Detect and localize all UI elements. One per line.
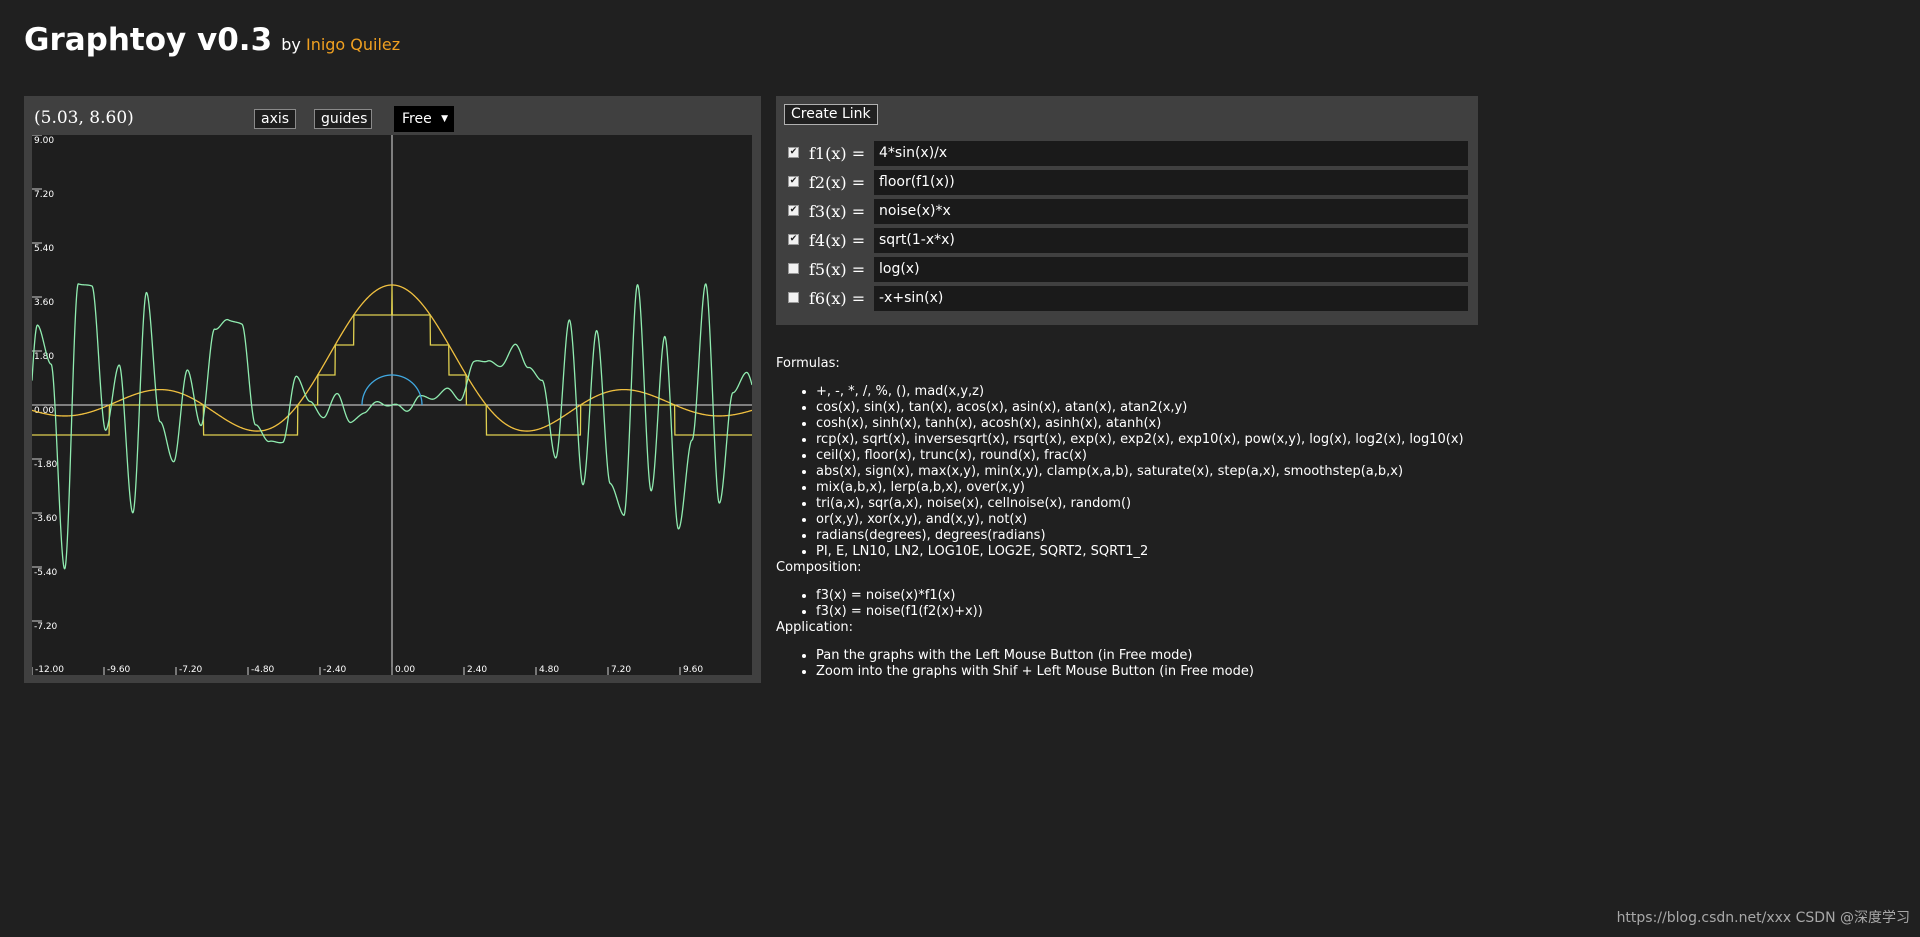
formula-item: or(x,y), xor(x,y), and(x,y), not(x) — [816, 512, 1516, 528]
function-checkbox[interactable]: ✔ — [788, 176, 799, 187]
plot-svg[interactable]: -12.00 -9.60 -7.20 -4.80 -2.40 0.00 2.40 4.80 7.… — [32, 135, 752, 675]
y-tick-label: 3.60 — [34, 298, 54, 308]
function-label: f4(x) = — [809, 231, 866, 250]
formulas-list: +, -, *, /, %, (), mad(x,y,z)cos(x), sin… — [776, 384, 1516, 560]
application-list: Pan the graphs with the Left Mouse Butto… — [776, 648, 1516, 680]
function-label: f6(x) = — [809, 289, 866, 308]
formula-item: ceil(x), floor(x), trunc(x), round(x), f… — [816, 448, 1516, 464]
formula-item: +, -, *, /, %, (), mad(x,y,z) — [816, 384, 1516, 400]
formula-item: cosh(x), sinh(x), tanh(x), acosh(x), asi… — [816, 416, 1516, 432]
y-tick-label: -7.20 — [34, 622, 58, 632]
author-link[interactable]: Inigo Quilez — [305, 35, 401, 54]
function-input[interactable] — [874, 199, 1468, 224]
x-tick-label: -2.40 — [323, 665, 347, 675]
function-input[interactable] — [874, 228, 1468, 253]
composition-item: f3(x) = noise(x)*f1(x) — [816, 588, 1516, 604]
formula-item: mix(a,b,x), lerp(a,b,x), over(x,y) — [816, 480, 1516, 496]
formulas-title: Formulas: — [776, 356, 840, 371]
f4-curve — [361, 374, 423, 406]
function-row: ✔ f2(x) = — [776, 170, 1478, 202]
function-input[interactable] — [874, 286, 1468, 311]
f2-curve — [32, 284, 752, 436]
formula-item: radians(degrees), degrees(radians) — [816, 528, 1516, 544]
formula-item: rcp(x), sqrt(x), inversesqrt(x), rsqrt(x… — [816, 432, 1516, 448]
mode-value: Free — [402, 111, 432, 127]
function-label: f2(x) = — [809, 173, 866, 192]
y-tick-label: -3.60 — [34, 514, 58, 524]
function-checkbox[interactable]: ✔ — [788, 234, 799, 245]
y-tick-label: 0.00 — [34, 406, 54, 416]
function-checkbox[interactable] — [788, 263, 799, 274]
function-row: f5(x) = — [776, 257, 1478, 289]
app-title: Graphtoy v0.3 — [24, 22, 273, 58]
formula-item: cos(x), sin(x), tan(x), acos(x), asin(x)… — [816, 400, 1516, 416]
x-tick-label: 9.60 — [683, 665, 703, 675]
function-row: ✔ f4(x) = — [776, 228, 1478, 260]
application-title: Application: — [776, 620, 854, 635]
application-item: Zoom into the graphs with Shif + Left Mo… — [816, 664, 1516, 680]
y-tick-label: 1.80 — [34, 352, 54, 362]
x-tick-label: -9.60 — [107, 665, 131, 675]
formula-item: PI, E, LN10, LN2, LOG10E, LOG2E, SQRT2, … — [816, 544, 1516, 560]
application-item: Pan the graphs with the Left Mouse Butto… — [816, 648, 1516, 664]
x-tick-label: -4.80 — [251, 665, 275, 675]
y-tick-label: 7.20 — [34, 190, 54, 200]
by-label: by — [281, 35, 301, 54]
function-input[interactable] — [874, 170, 1468, 195]
function-label: f5(x) = — [809, 260, 866, 279]
function-row: ✔ f3(x) = — [776, 199, 1478, 231]
x-tick-label: -12.00 — [35, 665, 64, 675]
axis-button[interactable]: axis — [254, 109, 296, 129]
guides-button[interactable]: guides — [314, 109, 372, 129]
create-link-button[interactable]: Create Link — [784, 104, 878, 125]
x-tick-label: 2.40 — [467, 665, 487, 675]
function-checkbox[interactable]: ✔ — [788, 147, 799, 158]
watermark: https://blog.csdn.net/xxx CSDN @深度学习 — [1616, 910, 1910, 926]
y-tick-label: 5.40 — [34, 244, 54, 254]
composition-title: Composition: — [776, 560, 862, 575]
function-row: f6(x) = — [776, 286, 1478, 318]
x-tick-label: 4.80 — [539, 665, 559, 675]
composition-list: f3(x) = noise(x)*f1(x)f3(x) = noise(f1(f… — [776, 588, 1516, 620]
composition-item: f3(x) = noise(f1(f2(x)+x)) — [816, 604, 1516, 620]
function-label: f1(x) = — [809, 144, 866, 163]
x-tick-label: 7.20 — [611, 665, 631, 675]
formula-item: abs(x), sign(x), max(x,y), min(x,y), cla… — [816, 464, 1516, 480]
x-tick-label: -7.20 — [179, 665, 203, 675]
function-label: f3(x) = — [809, 202, 866, 221]
mode-select[interactable]: Free ▼ — [394, 106, 454, 132]
header: Graphtoy v0.3 by Inigo Quilez — [24, 22, 400, 58]
f3-curve — [32, 283, 752, 570]
functions-panel: Create Link ✔ f1(x) = ✔ f2(x) = ✔ f3(x) = ✔ f4(… — [776, 96, 1478, 325]
function-input[interactable] — [874, 257, 1468, 282]
formula-item: tri(a,x), sqr(a,x), noise(x), cellnoise(… — [816, 496, 1516, 512]
cursor-coordinates: (5.03, 8.60) — [34, 108, 134, 128]
y-tick-label: -1.80 — [34, 460, 58, 470]
x-tick-label: 0.00 — [395, 665, 415, 675]
docs-section: Formulas: +, -, *, /, %, (), mad(x,y,z)c… — [776, 356, 1516, 680]
y-tick-label: -5.40 — [34, 568, 58, 578]
y-tick-label: 9.00 — [34, 136, 54, 146]
function-row: ✔ f1(x) = — [776, 141, 1478, 173]
function-checkbox[interactable]: ✔ — [788, 205, 799, 216]
function-checkbox[interactable] — [788, 292, 799, 303]
function-input[interactable] — [874, 141, 1468, 166]
chevron-down-icon: ▼ — [441, 114, 448, 124]
plot-canvas[interactable]: -12.00 -9.60 -7.20 -4.80 -2.40 0.00 2.40 4.80 7.… — [32, 135, 752, 675]
graph-panel: (5.03, 8.60) axis guides Free ▼ -12.00 -9… — [24, 96, 761, 683]
